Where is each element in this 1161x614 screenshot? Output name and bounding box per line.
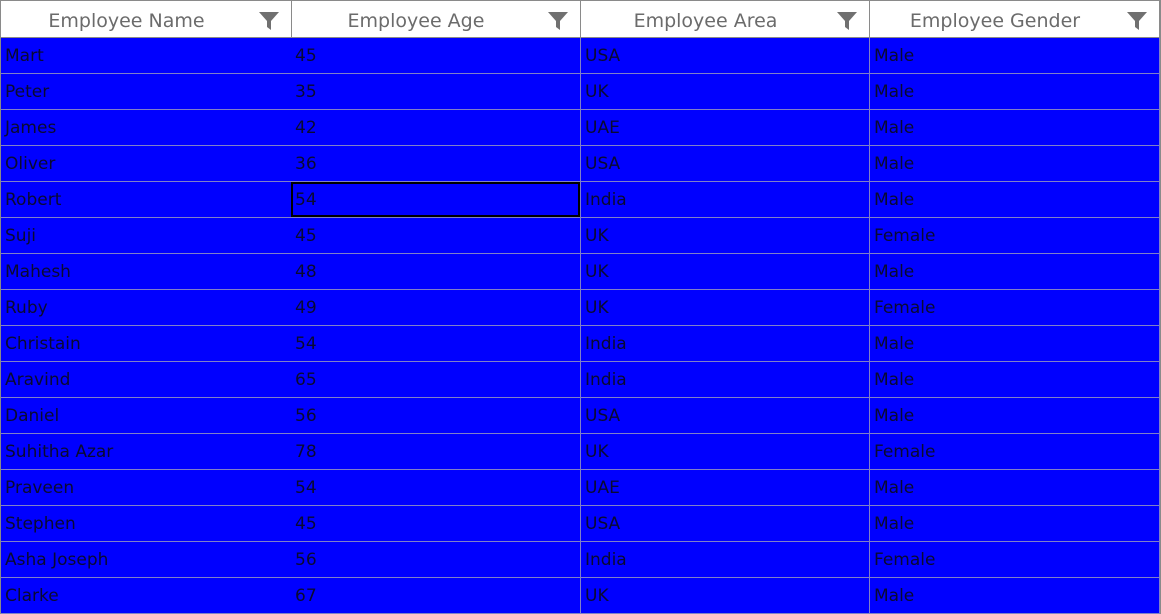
name-cell[interactable]: Aravind (1, 362, 292, 398)
age-cell[interactable]: 54 (291, 182, 581, 218)
column-header-employee-area[interactable]: Employee Area (581, 1, 870, 37)
filter-icon[interactable] (1126, 10, 1148, 32)
area-cell[interactable]: UAE (581, 110, 870, 146)
column-header-employee-name[interactable]: Employee Name (1, 1, 292, 37)
gender-cell[interactable]: Male (870, 74, 1160, 110)
area-cell[interactable]: USA (581, 506, 870, 542)
column-header-label: Employee Area (633, 10, 778, 32)
table-row[interactable]: Aravind 65 India Male (1, 362, 1160, 398)
table-row[interactable]: Mahesh 48 UK Male (1, 254, 1160, 290)
table-row[interactable]: Clarke 67 UK Male (1, 578, 1160, 614)
name-cell[interactable]: Mart (1, 38, 292, 74)
name-cell[interactable]: Oliver (1, 146, 292, 182)
name-cell[interactable]: Praveen (1, 470, 292, 506)
age-cell[interactable]: 54 (291, 326, 581, 362)
table-row[interactable]: Suhitha Azar 78 UK Female (1, 434, 1160, 470)
table-row[interactable]: James 42 UAE Male (1, 110, 1160, 146)
age-cell[interactable]: 45 (291, 506, 581, 542)
area-cell[interactable]: USA (581, 38, 870, 74)
name-cell[interactable]: Daniel (1, 398, 292, 434)
gender-cell[interactable]: Female (870, 434, 1160, 470)
table-row[interactable]: Robert 54 India Male (1, 182, 1160, 218)
area-cell[interactable]: UK (581, 218, 870, 254)
filter-icon[interactable] (258, 10, 280, 32)
column-header-label: Employee Age (347, 10, 485, 32)
grid-body: Mart 45 USA Male Peter 35 UK Male James 42 UAE Male… (1, 38, 1160, 614)
gender-cell[interactable]: Male (870, 146, 1160, 182)
grid-header-row: Employee Name Employee Age Employee Area… (1, 1, 1160, 38)
gender-cell[interactable]: Female (870, 542, 1160, 578)
name-cell[interactable]: Stephen (1, 506, 292, 542)
table-row[interactable]: Christain 54 India Male (1, 326, 1160, 362)
age-cell[interactable]: 56 (291, 398, 581, 434)
table-row[interactable]: Stephen 45 USA Male (1, 506, 1160, 542)
age-cell[interactable]: 65 (291, 362, 581, 398)
table-row[interactable]: Praveen 54 UAE Male (1, 470, 1160, 506)
area-cell[interactable]: India (581, 326, 870, 362)
name-cell[interactable]: Peter (1, 74, 292, 110)
area-cell[interactable]: USA (581, 398, 870, 434)
table-row[interactable]: Peter 35 UK Male (1, 74, 1160, 110)
gender-cell[interactable]: Male (870, 578, 1160, 614)
age-cell[interactable]: 48 (291, 254, 581, 290)
gender-cell[interactable]: Male (870, 362, 1160, 398)
age-cell[interactable]: 49 (291, 290, 581, 326)
area-cell[interactable]: UK (581, 74, 870, 110)
table-row[interactable]: Mart 45 USA Male (1, 38, 1160, 74)
gender-cell[interactable]: Male (870, 398, 1160, 434)
area-cell[interactable]: UK (581, 254, 870, 290)
table-row[interactable]: Ruby 49 UK Female (1, 290, 1160, 326)
name-cell[interactable]: Suhitha Azar (1, 434, 292, 470)
area-cell[interactable]: UAE (581, 470, 870, 506)
gender-cell[interactable]: Male (870, 470, 1160, 506)
column-header-label: Employee Name (48, 10, 205, 32)
table-row[interactable]: Suji 45 UK Female (1, 218, 1160, 254)
gender-cell[interactable]: Male (870, 182, 1160, 218)
gender-cell[interactable]: Male (870, 326, 1160, 362)
age-cell[interactable]: 67 (291, 578, 581, 614)
age-cell[interactable]: 45 (291, 218, 581, 254)
name-cell[interactable]: James (1, 110, 292, 146)
table-row[interactable]: Asha Joseph 56 India Female (1, 542, 1160, 578)
area-cell[interactable]: India (581, 182, 870, 218)
age-cell[interactable]: 56 (291, 542, 581, 578)
name-cell[interactable]: Clarke (1, 578, 292, 614)
column-header-employee-age[interactable]: Employee Age (291, 1, 581, 37)
table-row[interactable]: Daniel 56 USA Male (1, 398, 1160, 434)
column-header-employee-gender[interactable]: Employee Gender (870, 1, 1160, 37)
gender-cell[interactable]: Female (870, 290, 1160, 326)
area-cell[interactable]: USA (581, 146, 870, 182)
area-cell[interactable]: UK (581, 434, 870, 470)
name-cell[interactable]: Mahesh (1, 254, 292, 290)
age-cell[interactable]: 45 (291, 38, 581, 74)
table-row[interactable]: Oliver 36 USA Male (1, 146, 1160, 182)
filter-icon[interactable] (836, 10, 858, 32)
name-cell[interactable]: Christain (1, 326, 292, 362)
name-cell[interactable]: Asha Joseph (1, 542, 292, 578)
area-cell[interactable]: India (581, 542, 870, 578)
age-cell[interactable]: 42 (291, 110, 581, 146)
gender-cell[interactable]: Male (870, 254, 1160, 290)
filter-icon[interactable] (547, 10, 569, 32)
area-cell[interactable]: UK (581, 290, 870, 326)
column-header-label: Employee Gender (909, 10, 1081, 32)
area-cell[interactable]: UK (581, 578, 870, 614)
name-cell[interactable]: Robert (1, 182, 292, 218)
name-cell[interactable]: Ruby (1, 290, 292, 326)
age-cell[interactable]: 36 (291, 146, 581, 182)
age-cell[interactable]: 54 (291, 470, 581, 506)
area-cell[interactable]: India (581, 362, 870, 398)
gender-cell[interactable]: Male (870, 38, 1160, 74)
name-cell[interactable]: Suji (1, 218, 292, 254)
gender-cell[interactable]: Female (870, 218, 1160, 254)
age-cell[interactable]: 35 (291, 74, 581, 110)
age-cell[interactable]: 78 (291, 434, 581, 470)
gender-cell[interactable]: Male (870, 506, 1160, 542)
gender-cell[interactable]: Male (870, 110, 1160, 146)
